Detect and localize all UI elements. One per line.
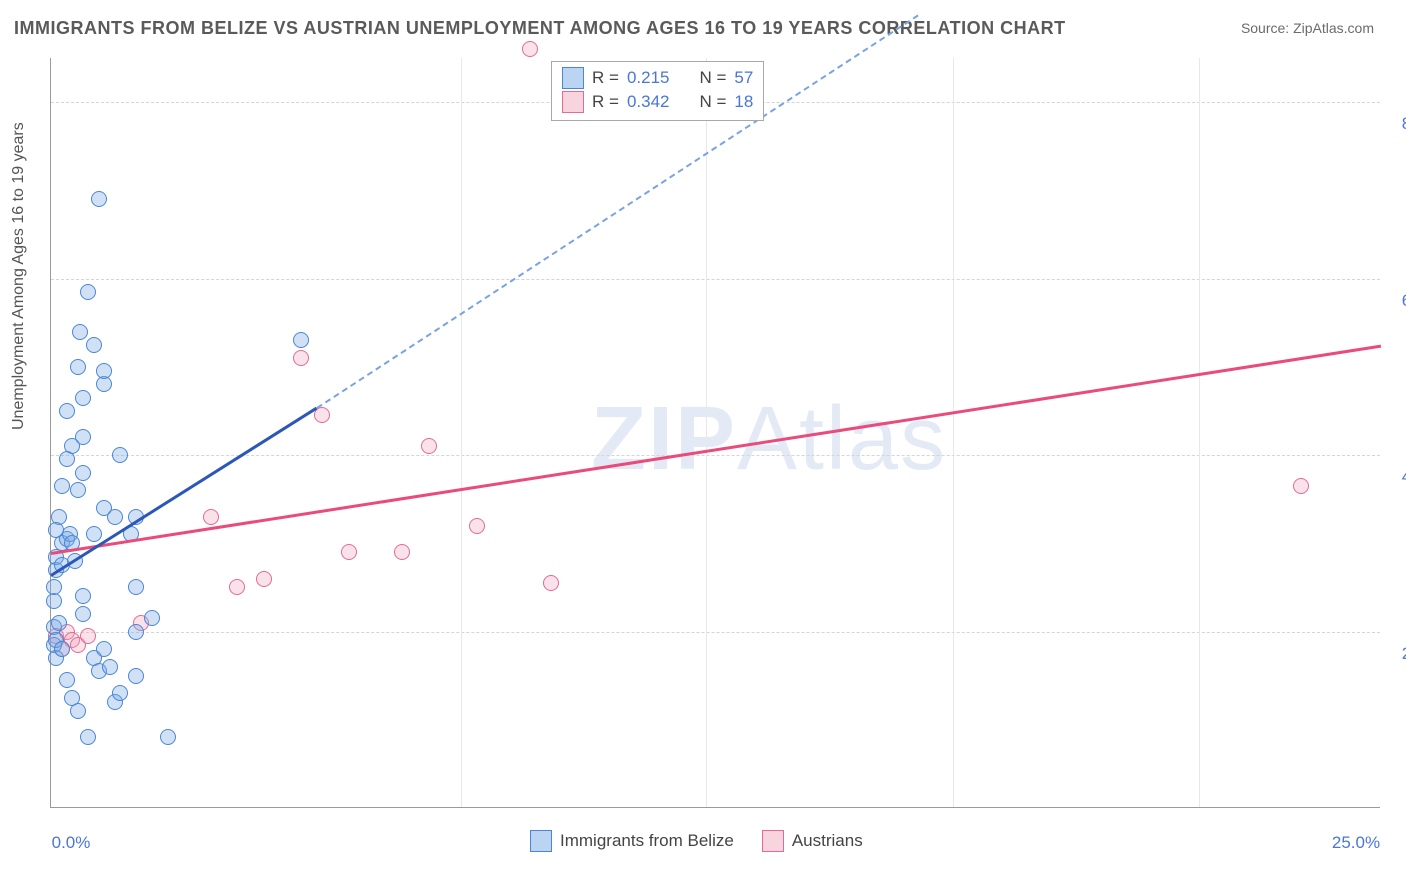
correlation-legend: R = 0.215 N = 57 R = 0.342 N = 18 (551, 61, 764, 121)
vertical-gridline (461, 58, 462, 807)
bottom-legend: Immigrants from Belize Austrians (530, 830, 863, 852)
scatter-point (1293, 478, 1309, 494)
scatter-point (293, 332, 309, 348)
scatter-point (80, 729, 96, 745)
scatter-point (48, 522, 64, 538)
trend-line (50, 407, 318, 577)
scatter-point (160, 729, 176, 745)
scatter-point (128, 668, 144, 684)
legend-swatch-pink (562, 91, 584, 113)
scatter-point (80, 284, 96, 300)
correlation-legend-row: R = 0.342 N = 18 (562, 90, 753, 114)
legend-swatch-pink (762, 830, 784, 852)
y-tick-label: 80.0% (1390, 114, 1406, 134)
scatter-point (80, 628, 96, 644)
r-value: 0.215 (627, 66, 670, 90)
r-value: 0.342 (627, 90, 670, 114)
source-attribution: Source: ZipAtlas.com (1241, 20, 1374, 36)
vertical-gridline (1199, 58, 1200, 807)
scatter-point (256, 571, 272, 587)
scatter-point (59, 672, 75, 688)
scatter-point (54, 478, 70, 494)
y-tick-label: 40.0% (1390, 467, 1406, 487)
legend-swatch-blue (562, 67, 584, 89)
y-axis-title: Unemployment Among Ages 16 to 19 years (10, 122, 28, 430)
scatter-point (72, 324, 88, 340)
scatter-point (59, 403, 75, 419)
vertical-gridline (706, 58, 707, 807)
legend-item-austrians: Austrians (762, 830, 863, 852)
scatter-point (107, 509, 123, 525)
scatter-point (341, 544, 357, 560)
scatter-point (46, 579, 62, 595)
scatter-point (203, 509, 219, 525)
scatter-point (54, 641, 70, 657)
chart-plot-area: ZIPAtlas 20.0%40.0%60.0%80.0%0.0%25.0%R … (50, 58, 1380, 808)
r-label: R = (592, 90, 619, 114)
x-tick-label: 25.0% (1332, 833, 1380, 853)
scatter-point (86, 526, 102, 542)
scatter-point (394, 544, 410, 560)
legend-label-belize: Immigrants from Belize (560, 831, 734, 851)
legend-label-austrians: Austrians (792, 831, 863, 851)
y-tick-label: 60.0% (1390, 291, 1406, 311)
r-label: R = (592, 66, 619, 90)
scatter-point (86, 337, 102, 353)
scatter-point (51, 615, 67, 631)
scatter-point (144, 610, 160, 626)
n-value: 57 (734, 66, 753, 90)
n-label: N = (699, 66, 726, 90)
scatter-point (229, 579, 245, 595)
y-tick-label: 20.0% (1390, 644, 1406, 664)
scatter-point (96, 641, 112, 657)
scatter-point (75, 606, 91, 622)
correlation-legend-row: R = 0.215 N = 57 (562, 66, 753, 90)
scatter-point (102, 659, 118, 675)
scatter-point (75, 588, 91, 604)
source-link[interactable]: ZipAtlas.com (1293, 20, 1374, 36)
horizontal-gridline (51, 279, 1380, 280)
n-value: 18 (734, 90, 753, 114)
scatter-point (75, 390, 91, 406)
scatter-point (75, 465, 91, 481)
legend-swatch-blue (530, 830, 552, 852)
vertical-gridline (953, 58, 954, 807)
scatter-point (70, 359, 86, 375)
scatter-point (96, 363, 112, 379)
horizontal-gridline (51, 632, 1380, 633)
scatter-point (112, 447, 128, 463)
scatter-point (64, 690, 80, 706)
scatter-point (293, 350, 309, 366)
watermark-zip: ZIP (591, 389, 737, 489)
horizontal-gridline (51, 455, 1380, 456)
scatter-point (543, 575, 559, 591)
scatter-point (59, 451, 75, 467)
scatter-point (522, 41, 538, 57)
scatter-point (469, 518, 485, 534)
scatter-point (91, 191, 107, 207)
scatter-point (112, 685, 128, 701)
scatter-point (128, 579, 144, 595)
scatter-point (128, 624, 144, 640)
scatter-point (70, 482, 86, 498)
source-prefix: Source: (1241, 20, 1293, 36)
n-label: N = (699, 90, 726, 114)
scatter-point (421, 438, 437, 454)
legend-item-belize: Immigrants from Belize (530, 830, 734, 852)
x-tick-label: 0.0% (52, 833, 91, 853)
